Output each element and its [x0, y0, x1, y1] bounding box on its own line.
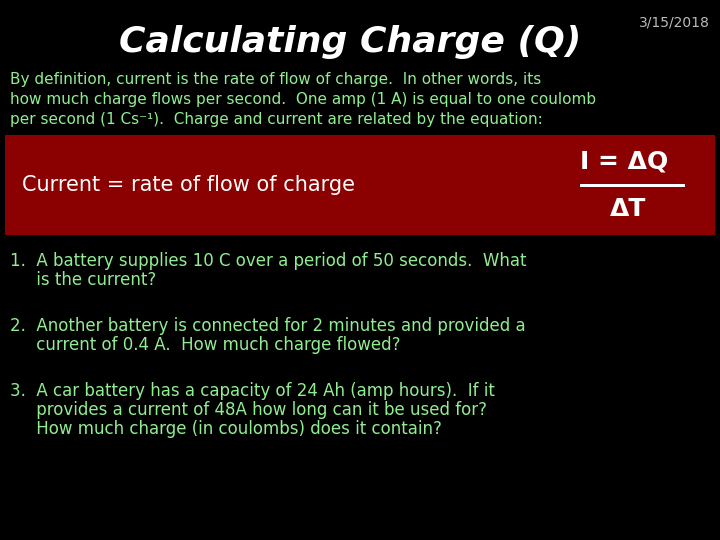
Text: current of 0.4 A.  How much charge flowed?: current of 0.4 A. How much charge flowed…: [10, 336, 400, 354]
Bar: [580, 184, 685, 187]
Text: 2.  Another battery is connected for 2 minutes and provided a: 2. Another battery is connected for 2 mi…: [10, 317, 526, 335]
Text: 1.  A battery supplies 10 C over a period of 50 seconds.  What: 1. A battery supplies 10 C over a period…: [10, 252, 526, 270]
FancyBboxPatch shape: [5, 135, 715, 235]
Text: I = ΔQ: I = ΔQ: [580, 149, 668, 173]
Text: provides a current of 48A how long can it be used for?: provides a current of 48A how long can i…: [10, 401, 487, 419]
Text: 3/15/2018: 3/15/2018: [639, 15, 710, 29]
Text: By definition, current is the rate of flow of charge.  In other words, its: By definition, current is the rate of fl…: [10, 72, 541, 87]
Text: Current = rate of flow of charge: Current = rate of flow of charge: [22, 175, 355, 195]
Text: per second (1 Cs⁻¹).  Charge and current are related by the equation:: per second (1 Cs⁻¹). Charge and current …: [10, 112, 543, 127]
Text: is the current?: is the current?: [10, 271, 156, 289]
Text: Calculating Charge (Q): Calculating Charge (Q): [119, 25, 581, 59]
Text: 3.  A car battery has a capacity of 24 Ah (amp hours).  If it: 3. A car battery has a capacity of 24 Ah…: [10, 382, 495, 400]
Text: ΔT: ΔT: [610, 197, 647, 221]
Text: How much charge (in coulombs) does it contain?: How much charge (in coulombs) does it co…: [10, 420, 442, 438]
Text: how much charge flows per second.  One amp (1 A) is equal to one coulomb: how much charge flows per second. One am…: [10, 92, 596, 107]
